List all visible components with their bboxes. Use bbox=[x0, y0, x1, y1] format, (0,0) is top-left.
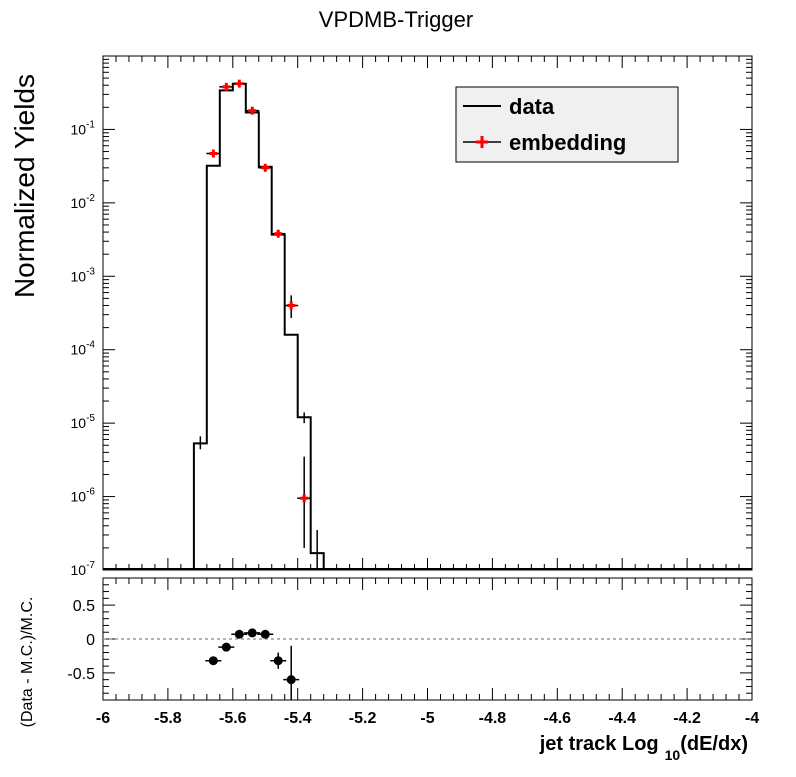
ratio-marker bbox=[221, 642, 231, 652]
upper-plot: 10-110-210-310-410-510-610-7dataembeddin… bbox=[71, 55, 753, 578]
x-tick-label: -6 bbox=[96, 710, 110, 727]
ratio-marker bbox=[260, 629, 270, 639]
upper-y-tick-label-base: 10 bbox=[71, 195, 87, 211]
upper-y-tick-label-base: 10 bbox=[71, 415, 87, 431]
x-tick-label: -4.4 bbox=[608, 710, 636, 727]
upper-y-tick-label-exponent: -6 bbox=[86, 487, 95, 498]
upper-y-tick-label: 10-4 bbox=[71, 340, 96, 358]
upper-y-tick-label: 10-2 bbox=[71, 193, 96, 211]
ratio-point bbox=[283, 645, 300, 700]
x-axis-label-main: jet track Log bbox=[539, 733, 659, 755]
upper-y-tick-label-base: 10 bbox=[71, 121, 87, 137]
upper-y-tick-label-base: 10 bbox=[71, 489, 87, 505]
lower-plot: 0.5 0 -0.5 -6 -5.8 -5.6 -5.4 -5.2 -5 -4.8 -4.6 -4.4… bbox=[67, 577, 759, 727]
x-tick-label: -4.2 bbox=[673, 710, 701, 727]
upper-y-tick-label-exponent: -4 bbox=[86, 340, 95, 351]
ratio-point bbox=[218, 642, 235, 652]
upper-y-tick-label: 10-1 bbox=[71, 119, 96, 137]
x-tick-label: -4 bbox=[745, 710, 759, 727]
embedding-point bbox=[219, 82, 234, 91]
ratio-marker bbox=[247, 628, 257, 638]
upper-y-tick-label-base: 10 bbox=[71, 268, 87, 284]
lower-y-axis-label: (Data - M.C.)/M.C. bbox=[19, 597, 36, 728]
x-axis-label-tail: (dE/dx) bbox=[680, 733, 748, 755]
upper-y-tick-label-exponent: -5 bbox=[86, 413, 95, 424]
ratio-marker bbox=[273, 656, 283, 666]
lower-y-tick-label: 0.5 bbox=[73, 598, 95, 615]
x-tick-label: -4.6 bbox=[544, 710, 572, 727]
x-tick-label: -5.8 bbox=[154, 710, 182, 727]
upper-y-tick-label-exponent: -7 bbox=[86, 560, 95, 571]
lower-y-tick-label: -0.5 bbox=[67, 666, 95, 683]
embedding-point bbox=[297, 456, 312, 548]
x-axis-label-subscript: 10 bbox=[665, 747, 681, 763]
legend-embedding-label: embedding bbox=[509, 130, 626, 155]
lower-y-tick-label: 0 bbox=[86, 632, 95, 649]
embedding-point bbox=[271, 229, 286, 238]
x-tick-label: -5.6 bbox=[219, 710, 247, 727]
upper-y-axis-label: Normalized Yields bbox=[9, 74, 40, 298]
ratio-point bbox=[205, 656, 222, 666]
ratio-point bbox=[257, 629, 274, 639]
x-tick-label: -5.2 bbox=[349, 710, 377, 727]
ratio-point bbox=[270, 652, 287, 669]
upper-y-tick-label: 10-3 bbox=[71, 266, 96, 284]
upper-y-tick-label: 10-6 bbox=[71, 487, 96, 505]
upper-y-tick-label-base: 10 bbox=[71, 562, 87, 578]
legend-box bbox=[455, 86, 679, 163]
upper-y-tick-label-exponent: -2 bbox=[86, 193, 95, 204]
chart-title: VPDMB-Trigger bbox=[319, 7, 473, 32]
ratio-marker bbox=[234, 629, 244, 639]
upper-y-tick-label: 10-7 bbox=[71, 560, 96, 578]
legend: data embedding bbox=[455, 86, 679, 163]
upper-y-tick-label-exponent: -3 bbox=[86, 266, 95, 277]
ratio-point bbox=[231, 629, 248, 639]
embedding-point bbox=[206, 149, 221, 158]
upper-y-tick-label: 10-5 bbox=[71, 413, 96, 431]
legend-data-label: data bbox=[509, 94, 555, 119]
upper-y-tick-label-exponent: -1 bbox=[86, 119, 95, 130]
x-tick-label: -5.4 bbox=[284, 710, 312, 727]
embedding-point bbox=[245, 106, 260, 115]
ratio-point bbox=[244, 628, 261, 638]
embedding-point bbox=[258, 163, 273, 172]
upper-y-tick-label-base: 10 bbox=[71, 342, 87, 358]
embedding-point bbox=[232, 79, 247, 88]
x-tick-label: -5 bbox=[420, 710, 434, 727]
ratio-marker bbox=[208, 656, 218, 666]
x-axis-label: jet track Log 10(dE/dx) bbox=[539, 733, 748, 763]
x-tick-label: -4.8 bbox=[479, 710, 507, 727]
embedding-point bbox=[284, 295, 299, 319]
ratio-marker bbox=[286, 675, 296, 685]
